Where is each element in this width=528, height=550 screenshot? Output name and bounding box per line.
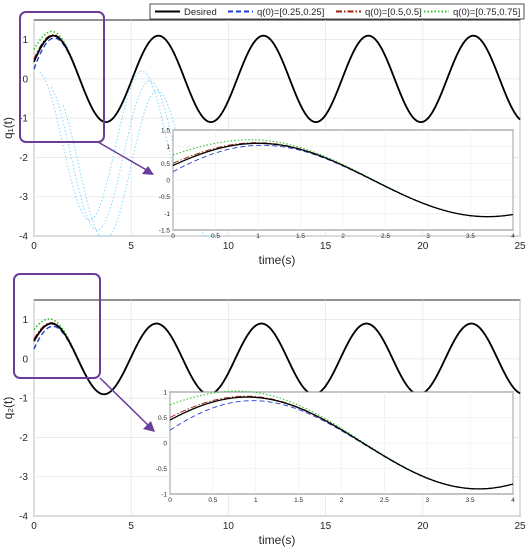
x-tick-label: 15 [320, 521, 332, 532]
series-line-desired [33, 322, 521, 396]
inset-series-line-q075 [172, 139, 514, 218]
inset-x-tick-label: 0 [168, 497, 172, 504]
chart-q2-inset-ticks: 0 0.5 1 1.5 2 2.5 3 3.5 4 1 0.5 0 -0.5 -1 [156, 390, 515, 505]
chart-q1-ylabel: q₁(t) [1, 117, 15, 139]
y-tick-label: -4 [19, 232, 28, 243]
inset-y-tick-label: 0.5 [161, 161, 170, 168]
y-tick-label: -2 [19, 433, 28, 444]
inset-x-tick-label: 3.5 [466, 233, 475, 240]
legend-entry-desired: Desired [155, 7, 217, 18]
chart-q1-series [33, 30, 521, 124]
inset-x-tick-label: 0.5 [211, 233, 220, 240]
y-tick-label: 1 [22, 315, 28, 326]
inset-series-line-desired [169, 396, 514, 490]
legend: Desired q(0)=[0.25,0.25] q(0)=[0.5,0.5] … [149, 3, 525, 20]
chart-q2-inset-series [169, 390, 514, 490]
chart-q2-xlabel: time(s) [259, 533, 296, 547]
inset-x-tick-label: 3 [426, 233, 430, 240]
legend-label-q075: q(0)=[0.75,0.75] [453, 7, 520, 18]
inset-y-tick-label: -0.5 [156, 466, 168, 473]
legend-label-q05: q(0)=[0.5,0.5] [365, 7, 422, 18]
inset-x-tick-label: 2.5 [381, 233, 390, 240]
x-tick-label: 5 [128, 521, 134, 532]
inset-y-tick-label: -1.5 [159, 228, 171, 235]
chart-q1-inset-ticks: 0 0.5 1 1.5 2 2.5 3 3.5 4 1.5 1 0.5 0 -0.5 -1 -1.5 [159, 128, 515, 241]
x-tick-label: 5 [128, 241, 134, 252]
inset-y-tick-label: 1 [166, 144, 170, 151]
inset-x-tick-label: 1 [254, 497, 258, 504]
legend-entry-q05: q(0)=[0.5,0.5] [336, 7, 422, 18]
x-tick-label: 20 [417, 521, 429, 532]
x-tick-label: 0 [31, 241, 37, 252]
chart-q2-zoom-arrow [99, 377, 151, 428]
inset-x-tick-label: 4 [511, 233, 515, 240]
y-tick-label: -4 [19, 512, 28, 523]
chart-q2-arrowhead [143, 421, 155, 432]
chart-q2-inset-grid [169, 391, 514, 495]
inset-x-tick-label: 4 [511, 497, 515, 504]
y-tick-label: -1 [19, 394, 28, 405]
y-tick-label: 0 [22, 74, 28, 85]
x-tick-label: 0 [31, 521, 37, 532]
inset-y-tick-label: 0.5 [158, 415, 167, 422]
y-tick-label: -3 [19, 192, 28, 203]
chart-q2-series [33, 318, 521, 396]
inset-x-tick-label: 0 [171, 233, 175, 240]
chart-q1-xlabel: time(s) [259, 253, 296, 267]
inset-x-tick-label: 2 [340, 497, 344, 504]
inset-x-tick-label: 1.5 [296, 233, 305, 240]
legend-entry-q075: q(0)=[0.75,0.75] [424, 7, 520, 18]
inset-y-tick-label: 1.5 [161, 128, 170, 135]
x-tick-label: 25 [514, 241, 526, 252]
chart-q1-inset-grid [172, 129, 514, 231]
artifact-curve [39, 70, 196, 221]
x-tick-label: 15 [320, 241, 332, 252]
y-tick-label: -2 [19, 153, 28, 164]
y-tick-label: 0 [22, 354, 28, 365]
y-tick-label: -3 [19, 472, 28, 483]
inset-y-tick-label: -0.5 [159, 194, 171, 201]
inset-y-tick-label: -1 [164, 211, 170, 218]
inset-x-tick-label: 2 [341, 233, 345, 240]
chart-q1-zoom-box [19, 11, 105, 143]
y-tick-label: 1 [22, 35, 28, 46]
chart-q1-inset: 0 0.5 1 1.5 2 2.5 3 3.5 4 1.5 1 0.5 0 -0.5 -1 -1.5 [159, 128, 515, 241]
legend-label-q025: q(0)=[0.25,0.25] [257, 7, 324, 18]
series-line-desired [33, 34, 521, 124]
inset-x-tick-label: 2.5 [380, 497, 389, 504]
x-tick-label: 10 [223, 241, 235, 252]
inset-y-tick-label: -1 [161, 492, 167, 499]
x-tick-label: 20 [417, 241, 429, 252]
inset-x-tick-label: 3 [425, 497, 429, 504]
inset-y-tick-label: 0 [163, 441, 167, 448]
inset-x-tick-label: 1.5 [294, 497, 303, 504]
inset-x-tick-label: 3.5 [466, 497, 475, 504]
inset-x-tick-label: 0.5 [208, 497, 217, 504]
inset-y-tick-label: 0 [166, 178, 170, 185]
chart-q1-zoom-arrow [97, 141, 151, 173]
chart-q2-inset: 0 0.5 1 1.5 2 2.5 3 3.5 4 1 0.5 0 -0.5 -1 [156, 390, 515, 505]
inset-y-tick-label: 1 [163, 390, 167, 397]
y-tick-label: -1 [19, 114, 28, 125]
chart-q2-zoom-box [13, 273, 101, 379]
artifact-curve [51, 80, 208, 231]
x-tick-label: 25 [514, 521, 526, 532]
legend-entry-q025: q(0)=[0.25,0.25] [228, 7, 324, 18]
legend-label-desired: Desired [184, 7, 217, 18]
chart-q2-ylabel: q₂(t) [1, 397, 15, 420]
chart-q1-inset-series [172, 139, 514, 218]
inset-series-line-desired [172, 142, 514, 218]
x-tick-label: 10 [223, 521, 235, 532]
chart-q1-arrowhead [142, 166, 154, 175]
inset-x-tick-label: 1 [256, 233, 260, 240]
